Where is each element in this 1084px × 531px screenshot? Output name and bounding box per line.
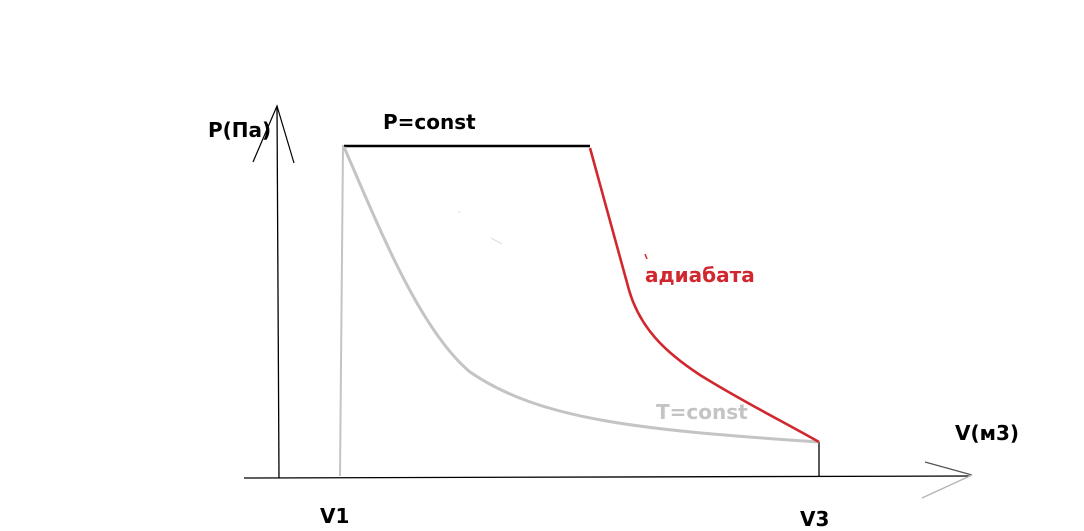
stray-mark — [457, 210, 462, 214]
v-axis-line — [243, 475, 971, 479]
v-axis — [243, 461, 973, 499]
adiabat-curve — [588, 147, 820, 444]
p-axis-arrowhead — [252, 104, 295, 164]
isobar-label: P=const — [383, 110, 476, 134]
stray-mark — [644, 253, 648, 260]
v-axis-arrowhead-upper — [924, 461, 973, 476]
isotherm-curve — [342, 146, 820, 444]
isotherm-label: T=const — [656, 400, 748, 424]
v1-line — [339, 144, 344, 477]
v3-label: V3 — [800, 507, 830, 531]
adiabat-label: адиабата — [645, 263, 755, 287]
stray-mark — [490, 237, 503, 245]
p-axis — [252, 104, 295, 479]
p-axis-line — [276, 105, 280, 479]
v-axis-arrowhead-lower — [921, 474, 973, 499]
v1-label: V1 — [320, 504, 350, 528]
p-axis-label: P(Па) — [208, 118, 272, 142]
v-axis-label: V(м3) — [955, 421, 1020, 445]
